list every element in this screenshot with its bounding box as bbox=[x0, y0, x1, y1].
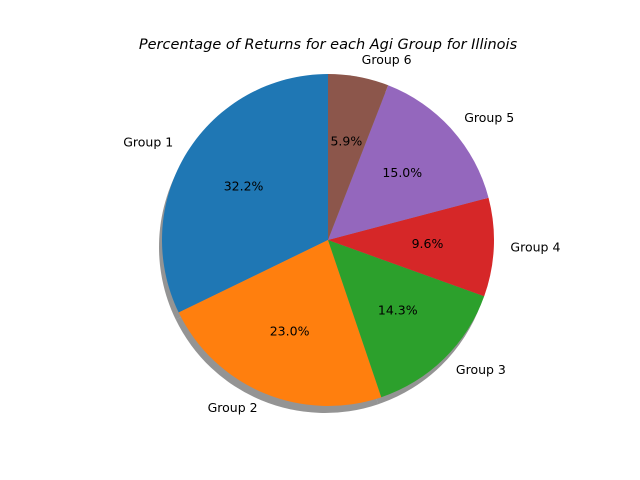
slice-percent-group-2: 23.0% bbox=[270, 323, 310, 338]
pie-slice-group-6 bbox=[328, 74, 389, 240]
chart-title: Percentage of Returns for each Agi Group… bbox=[139, 37, 518, 53]
pie-slice-group-5 bbox=[328, 85, 489, 241]
slice-label-group-6: Group 6 bbox=[362, 52, 412, 67]
slice-label-group-2: Group 2 bbox=[208, 400, 258, 415]
pie-slice-group-1 bbox=[162, 74, 328, 313]
slice-label-group-5: Group 5 bbox=[464, 110, 514, 125]
slice-percent-group-1: 32.2% bbox=[224, 179, 264, 194]
slice-percent-group-6: 5.9% bbox=[330, 134, 362, 149]
pie-slice-group-4 bbox=[328, 197, 494, 297]
pie-slices bbox=[162, 74, 494, 407]
pie-labels: Group 1 32.2% Group 2 23.0% Group 3 14.3% Grou… bbox=[123, 52, 560, 415]
slice-label-group-4: Group 4 bbox=[510, 240, 560, 255]
slice-percent-group-5: 15.0% bbox=[382, 165, 422, 180]
pie-slice-group-3 bbox=[328, 240, 485, 398]
slice-percent-group-4: 9.6% bbox=[412, 236, 444, 251]
slice-percent-group-3: 14.3% bbox=[378, 303, 418, 318]
slice-label-group-1: Group 1 bbox=[123, 135, 173, 150]
pie-slice-group-2 bbox=[178, 240, 382, 407]
slice-label-group-3: Group 3 bbox=[456, 362, 506, 377]
